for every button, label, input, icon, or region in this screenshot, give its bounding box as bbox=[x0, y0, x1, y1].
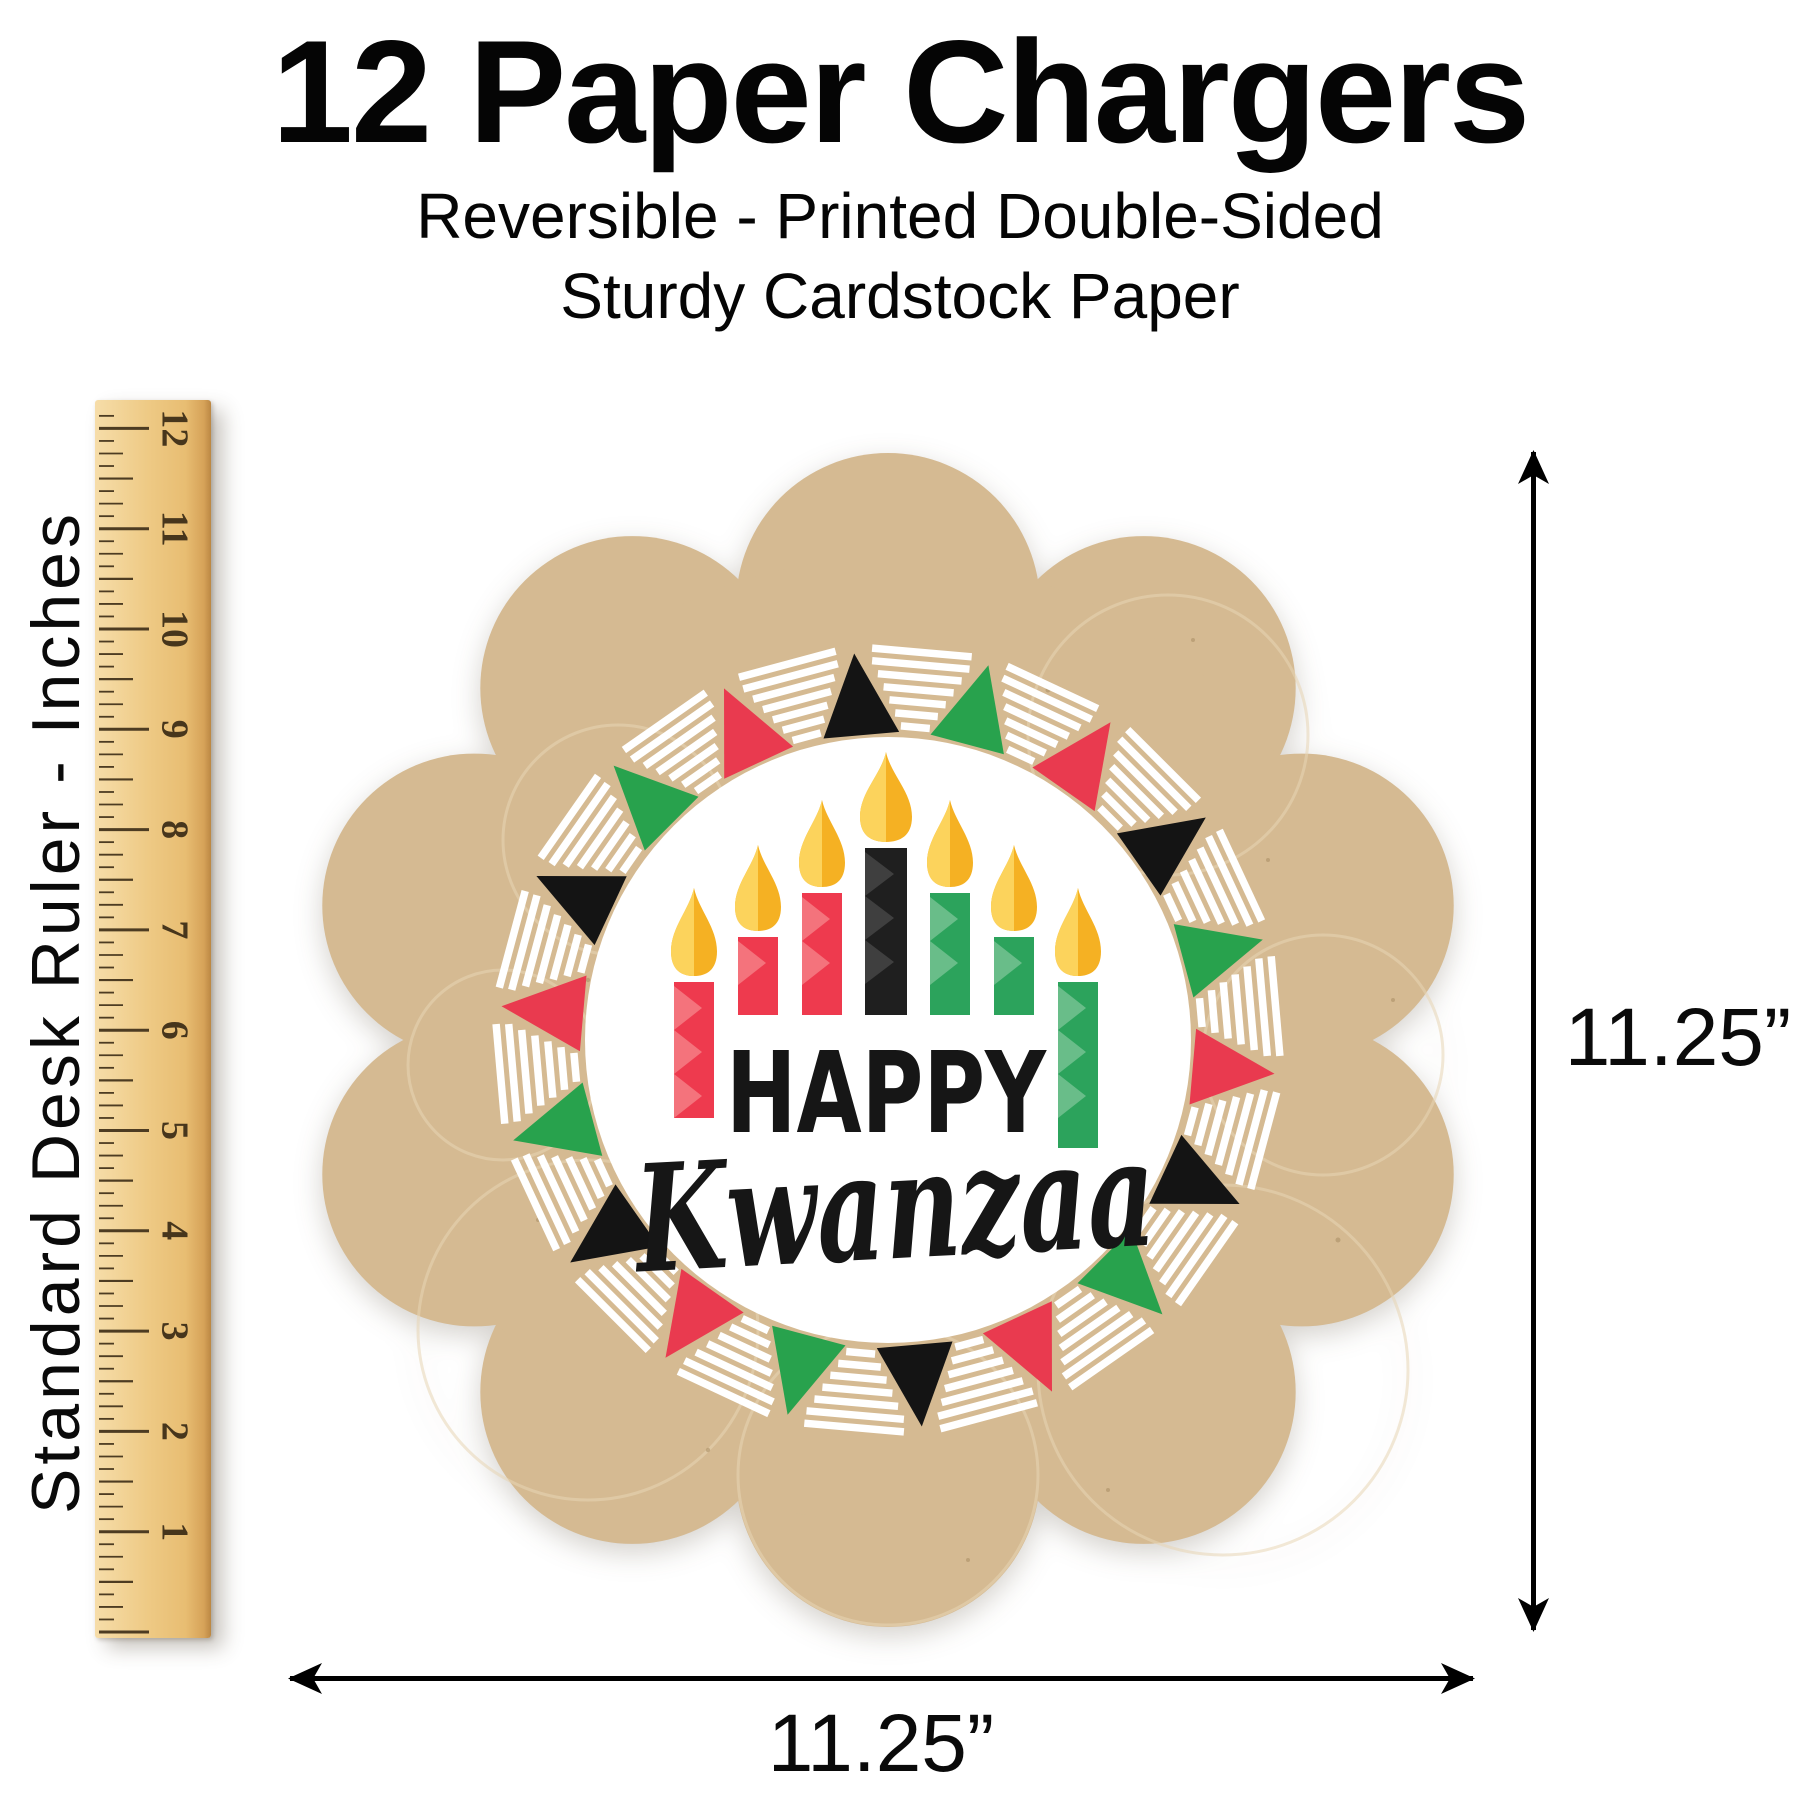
ruler-number: 3 bbox=[153, 1322, 195, 1341]
width-dimension-line bbox=[290, 1676, 1473, 1681]
header: 12 Paper Chargers Reversible - Printed D… bbox=[0, 10, 1800, 335]
ruler-number: 10 bbox=[153, 610, 195, 648]
product-title: 12 Paper Chargers bbox=[271, 10, 1530, 173]
ruler-number: 12 bbox=[153, 409, 195, 447]
ruler-number: 1 bbox=[153, 1522, 195, 1541]
product-subtitle-line2: Sturdy Cardstock Paper bbox=[560, 259, 1240, 332]
ruler-number: 6 bbox=[153, 1021, 195, 1040]
ruler-number: 7 bbox=[153, 920, 195, 939]
ruler-number: 4 bbox=[153, 1221, 195, 1240]
charger-greeting-line2: Kwanzaa bbox=[628, 1106, 1159, 1307]
height-dimension-line bbox=[1531, 452, 1536, 1630]
ruler-number: 5 bbox=[153, 1121, 195, 1140]
height-dimension-label: 11.25” bbox=[1564, 992, 1792, 1083]
ruler-number: 8 bbox=[153, 820, 195, 839]
charger-greeting-line1: HAPPY bbox=[726, 1029, 1047, 1159]
ruler-number: 11 bbox=[153, 511, 195, 547]
ruler-image: 1 2 3 4 5 6 7 8 9 10 11 12 bbox=[95, 400, 211, 1638]
width-dimension-label: 11.25” bbox=[767, 1698, 995, 1789]
ruler-number: 2 bbox=[153, 1422, 195, 1441]
product-subtitle-line1: Reversible - Printed Double-Sided bbox=[416, 179, 1384, 252]
ruler-label: Standard Desk Ruler - Inches bbox=[18, 510, 94, 1514]
ruler-number: 9 bbox=[153, 720, 195, 739]
